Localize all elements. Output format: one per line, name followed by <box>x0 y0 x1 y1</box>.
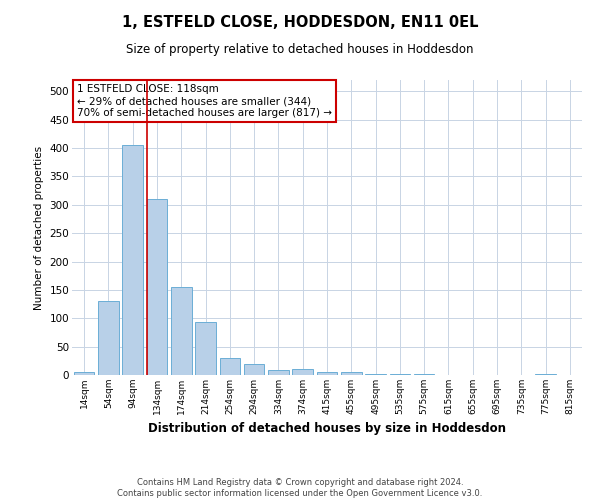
Bar <box>74 372 94 375</box>
Bar <box>195 322 216 375</box>
Y-axis label: Number of detached properties: Number of detached properties <box>34 146 44 310</box>
Text: Contains HM Land Registry data © Crown copyright and database right 2024.
Contai: Contains HM Land Registry data © Crown c… <box>118 478 482 498</box>
Bar <box>292 369 313 375</box>
Bar <box>244 364 265 375</box>
Bar <box>171 287 191 375</box>
Bar <box>122 145 143 375</box>
Text: Size of property relative to detached houses in Hoddesdon: Size of property relative to detached ho… <box>126 42 474 56</box>
Bar <box>341 372 362 375</box>
Bar <box>317 372 337 375</box>
Bar <box>389 374 410 375</box>
Bar <box>365 374 386 375</box>
Bar <box>535 374 556 375</box>
Bar <box>414 374 434 375</box>
Bar <box>98 301 119 375</box>
Text: 1 ESTFELD CLOSE: 118sqm
← 29% of detached houses are smaller (344)
70% of semi-d: 1 ESTFELD CLOSE: 118sqm ← 29% of detache… <box>77 84 332 117</box>
X-axis label: Distribution of detached houses by size in Hoddesdon: Distribution of detached houses by size … <box>148 422 506 436</box>
Bar <box>220 358 240 375</box>
Bar <box>146 199 167 375</box>
Text: 1, ESTFELD CLOSE, HODDESDON, EN11 0EL: 1, ESTFELD CLOSE, HODDESDON, EN11 0EL <box>122 15 478 30</box>
Bar <box>268 370 289 375</box>
